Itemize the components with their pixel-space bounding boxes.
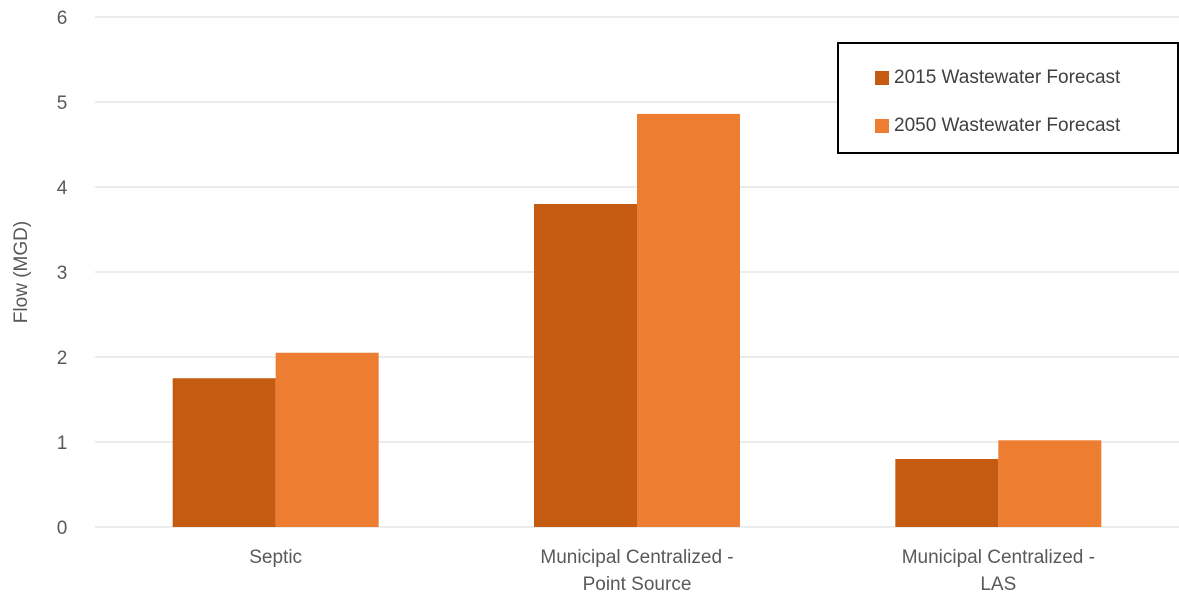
x-tick-label: Municipal Centralized - (902, 547, 1095, 568)
x-tick-labels: Septic Municipal Centralized - Point Sourc… (249, 547, 1095, 595)
x-tick-label: LAS (980, 574, 1016, 595)
legend-label-2050: 2050 Wastewater Forecast (894, 115, 1121, 136)
y-tick-labels: 0 1 2 3 4 5 6 (57, 8, 68, 539)
bars (172, 113, 1102, 528)
y-tick-label: 3 (57, 263, 68, 284)
y-axis-title: Flow (MGD) (11, 221, 32, 323)
y-tick-label: 6 (57, 8, 68, 29)
bar (275, 352, 379, 527)
bar (637, 113, 740, 528)
legend-item-2050: 2050 Wastewater Forecast (875, 115, 1120, 137)
x-tick-label: Municipal Centralized - (540, 547, 733, 568)
bar (895, 459, 999, 527)
y-tick-label: 0 (57, 518, 68, 539)
y-tick-label: 2 (57, 348, 68, 369)
bar (172, 378, 276, 527)
x-tick-label: Point Source (583, 574, 692, 595)
legend: 2015 Wastewater Forecast 2050 Wastewater… (837, 42, 1179, 154)
legend-swatch-2015 (875, 71, 889, 85)
legend-swatch-2050 (875, 119, 889, 133)
bar (998, 440, 1102, 527)
y-tick-label: 4 (57, 178, 68, 199)
x-tick-label: Septic (249, 547, 302, 568)
y-tick-label: 5 (57, 93, 68, 114)
y-tick-label: 1 (57, 433, 68, 454)
legend-item-2015: 2015 Wastewater Forecast (875, 67, 1120, 89)
bar (534, 204, 637, 527)
legend-label-2015: 2015 Wastewater Forecast (894, 67, 1121, 88)
